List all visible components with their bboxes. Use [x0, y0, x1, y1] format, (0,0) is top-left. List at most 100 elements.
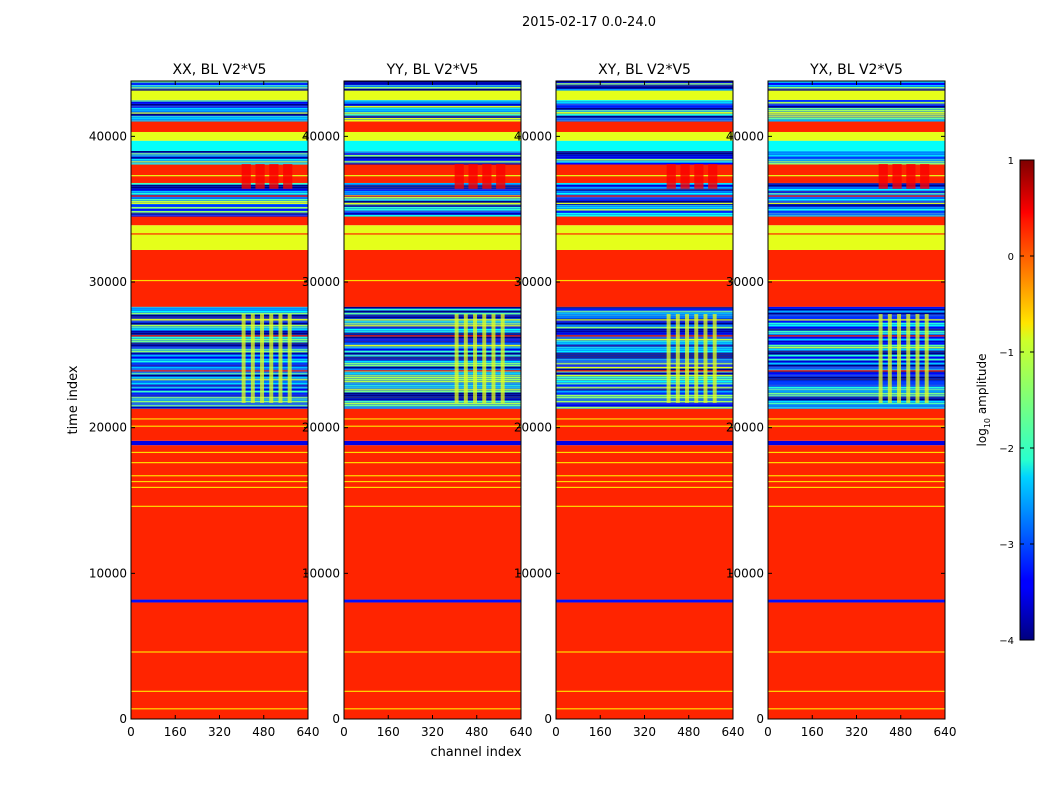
highlight-stripe [675, 314, 680, 403]
noise-speckle [556, 150, 733, 152]
noise-row [556, 370, 733, 373]
noise-row [344, 115, 521, 118]
noise-row [768, 328, 945, 331]
noise-speckle [131, 320, 308, 322]
thin-line [344, 370, 521, 372]
highlight-stripe [915, 314, 920, 403]
panel-title: XX, BL V2*V5 [173, 62, 267, 78]
colorbar-label-sub: 10 [983, 418, 992, 428]
noise-row [131, 206, 308, 209]
noise-speckle [768, 350, 945, 352]
noise-row [344, 182, 521, 185]
y-tick-label: 30000 [89, 275, 127, 289]
noise-row [768, 113, 945, 116]
noise-row [768, 188, 945, 191]
band-8 [768, 215, 945, 226]
noise-row [344, 310, 521, 313]
noise-speckle [768, 190, 945, 192]
thin-line [768, 451, 945, 454]
thin-line [131, 486, 308, 488]
noise-row [131, 396, 308, 399]
noise-row [556, 388, 733, 391]
noise-row [344, 354, 521, 357]
noise-row [131, 402, 308, 405]
colorbar-ticks: 1 0 −1 −2 −3 −4 [999, 156, 1034, 647]
noise-row [556, 376, 733, 379]
colorbar-tick-label: −2 [999, 444, 1014, 455]
noise-speckle [131, 384, 308, 386]
noise-row [768, 206, 945, 209]
noise-row [131, 390, 308, 393]
panel-title: XY, BL V2*V5 [598, 62, 691, 78]
noise-row [556, 200, 733, 203]
noise-speckle [768, 368, 945, 370]
noise-speckle [344, 322, 521, 324]
noise-row [768, 85, 945, 87]
noise-speckle [556, 306, 733, 308]
noise-speckle [131, 342, 308, 344]
noise-row [768, 156, 945, 159]
noise-speckle [131, 162, 308, 164]
noise-speckle [344, 99, 521, 101]
band-6 [768, 249, 945, 307]
thin-line [556, 462, 733, 464]
noise-speckle [344, 160, 521, 162]
noise-speckle [344, 396, 521, 398]
band-1 [131, 599, 308, 603]
noise-speckle [344, 210, 521, 212]
band-16 [556, 89, 733, 100]
noise-row [768, 198, 945, 201]
band-12 [556, 140, 733, 151]
noise-speckle [131, 105, 308, 107]
noise-row [131, 366, 308, 369]
thin-line [131, 195, 308, 197]
noise-row [768, 388, 945, 391]
noise-speckle [344, 338, 521, 340]
highlight-stripe-upper [906, 164, 916, 189]
noise-row [131, 406, 308, 409]
colorbar-label-main: log [975, 428, 989, 446]
noise-speckle [556, 356, 733, 358]
noise-speckle [556, 119, 733, 121]
thin-line [344, 233, 521, 235]
band-6 [556, 249, 733, 307]
thin-line [556, 651, 733, 653]
noise-row [556, 350, 733, 353]
noise-row [344, 370, 521, 373]
noise-speckle [131, 364, 308, 366]
noise-row [344, 210, 521, 213]
noise-speckle [131, 306, 308, 308]
noise-row [131, 310, 308, 313]
thin-line [768, 112, 945, 114]
noise-speckle [344, 152, 521, 154]
noise-row [344, 400, 521, 403]
thin-line [131, 233, 308, 235]
noise-row [556, 204, 733, 207]
noise-row [344, 85, 521, 87]
noise-speckle [556, 340, 733, 342]
band-4 [131, 408, 308, 441]
noise-speckle [131, 326, 308, 328]
band-16 [131, 89, 308, 100]
x-tick-label: 160 [377, 725, 400, 739]
noise-row [768, 208, 945, 211]
noise-row [556, 312, 733, 315]
band-0 [131, 602, 308, 719]
highlight-stripe [703, 314, 708, 403]
noise-row [344, 360, 521, 363]
x-tick-label: 0 [764, 725, 772, 739]
noise-row [131, 162, 308, 165]
x-axis-label: channel index [430, 745, 521, 760]
noise-row [131, 350, 308, 353]
noise-row [768, 402, 945, 405]
noise-row [344, 384, 521, 387]
noise-speckle [768, 394, 945, 396]
noise-speckle [131, 316, 308, 318]
noise-row [556, 390, 733, 393]
noise-speckle [131, 214, 308, 216]
noise-row [556, 198, 733, 201]
noise-row [344, 386, 521, 389]
noise-speckle [131, 396, 308, 398]
thin-line [556, 233, 733, 235]
noise-speckle [344, 346, 521, 348]
